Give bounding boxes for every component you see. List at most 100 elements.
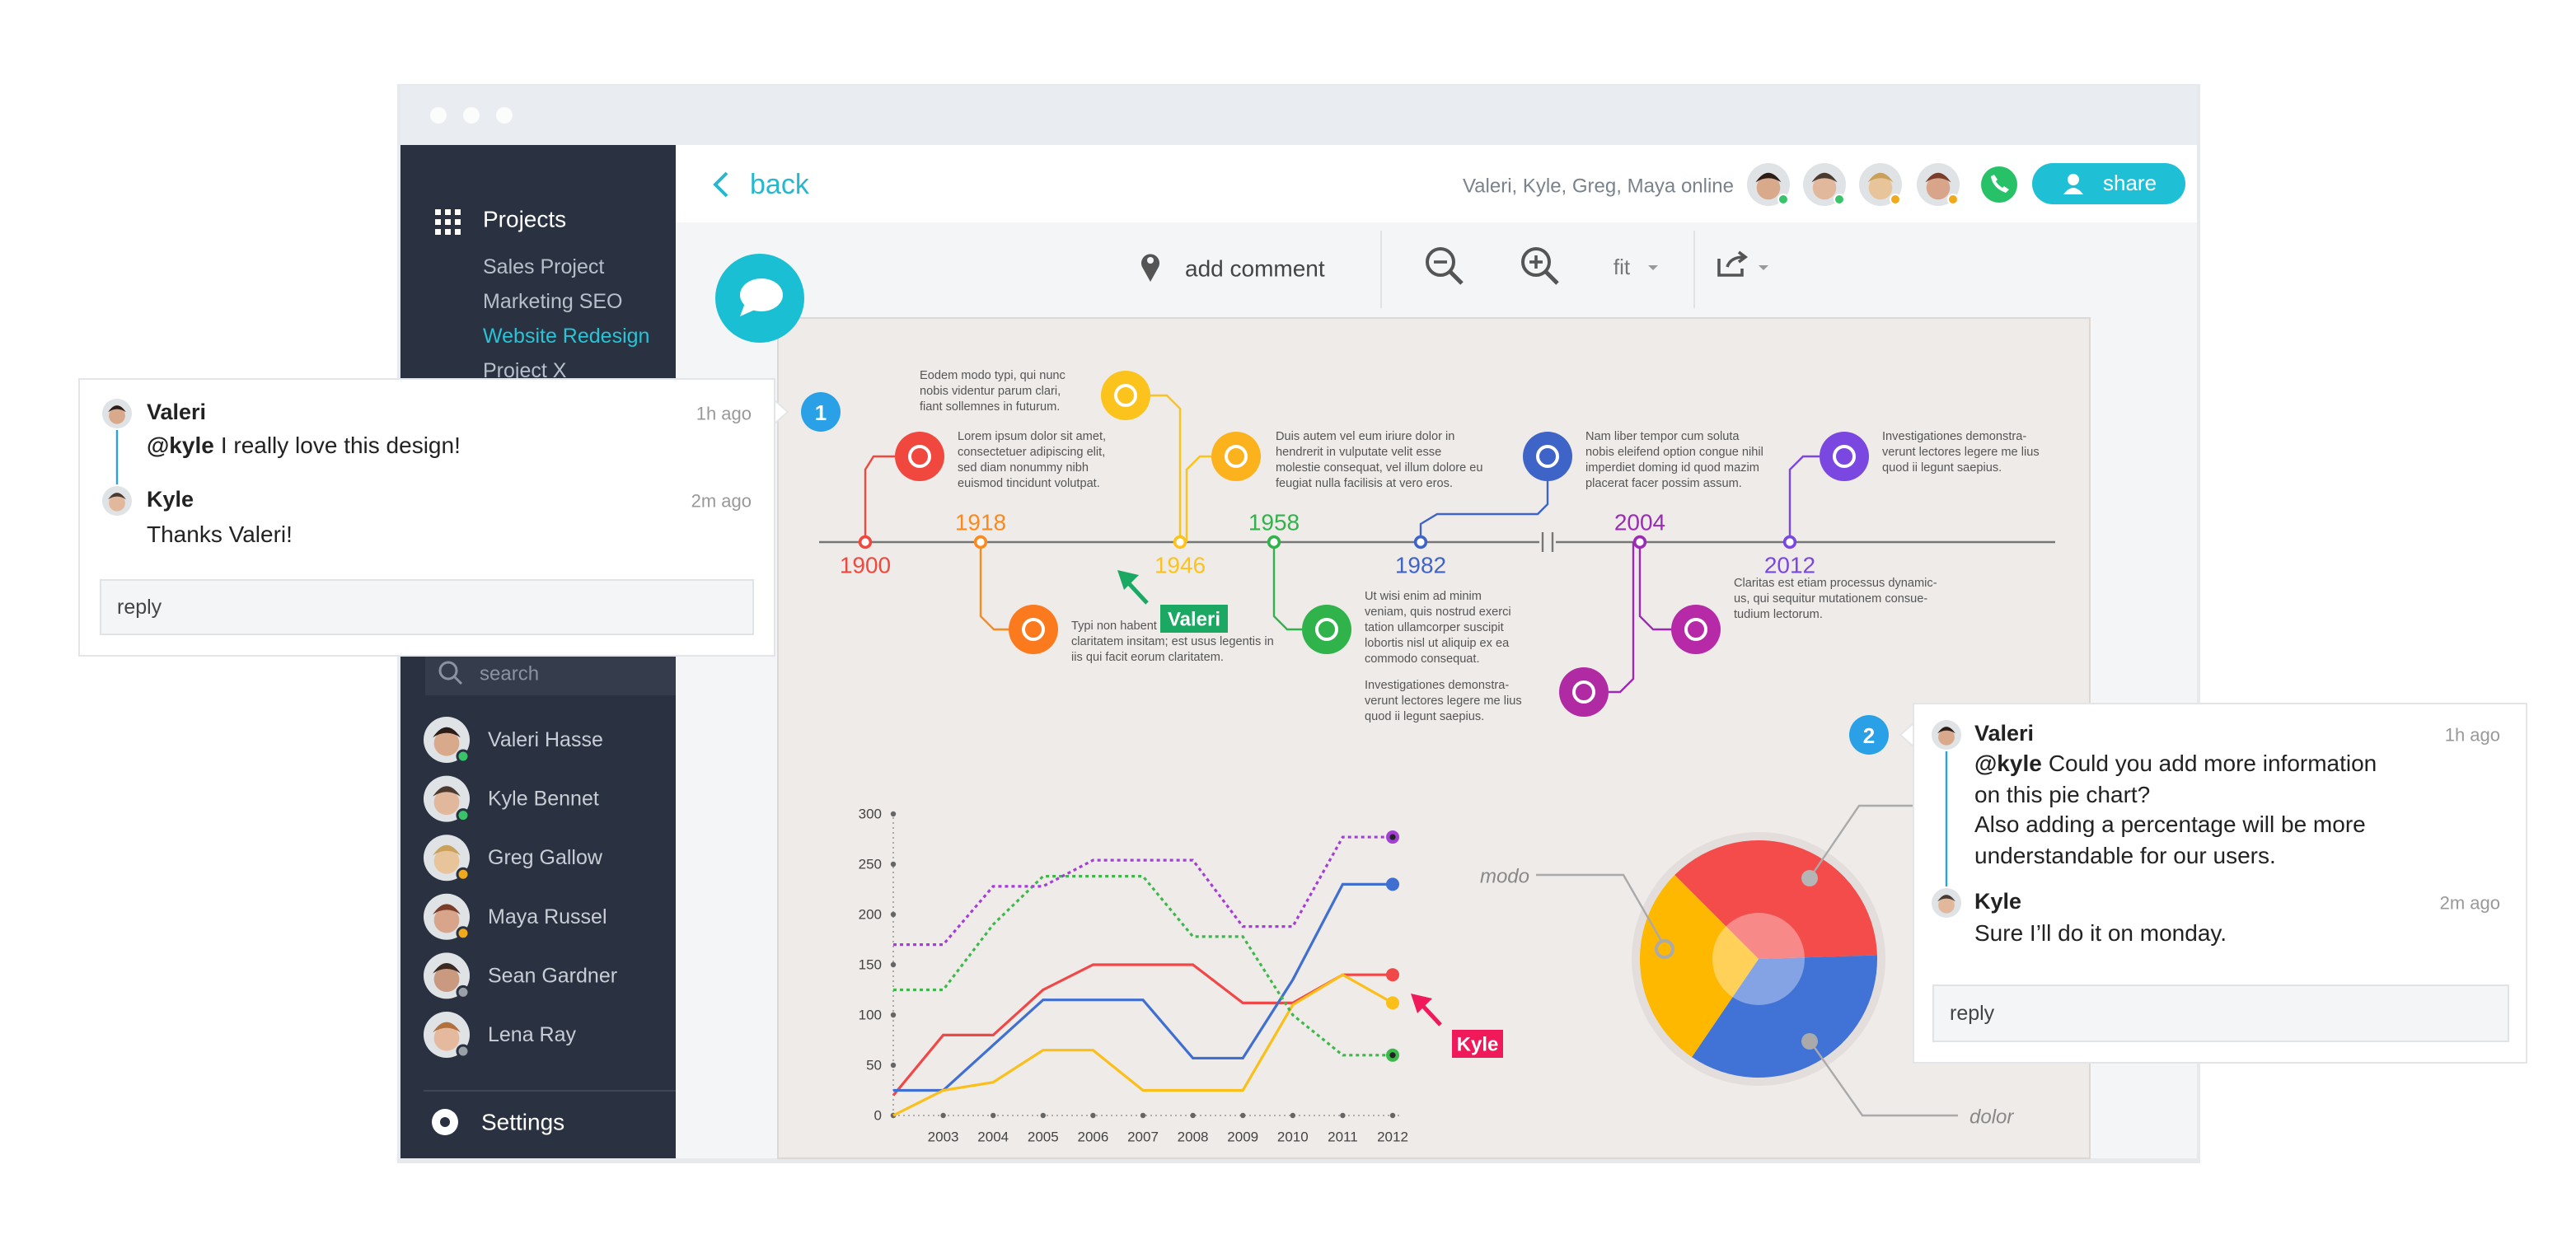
share-label[interactable]: share (2103, 171, 2157, 195)
x-tick-label: 2003 (928, 1129, 959, 1145)
grid-icon (445, 219, 451, 225)
pie-slice (1640, 875, 1759, 1058)
timeline-note: Eodem modo typi, qui nunc (920, 369, 1066, 382)
status-dot (456, 749, 471, 764)
call-button[interactable] (1981, 166, 2017, 203)
x-tick (991, 1112, 996, 1119)
comment-text: @kyle Could you add more information (1974, 751, 2377, 776)
y-tick-label: 0 (874, 1108, 882, 1124)
x-tick (1340, 1112, 1346, 1119)
search-icon (453, 676, 463, 685)
add-comment-button[interactable]: add comment (1185, 256, 1325, 282)
back-icon (713, 171, 728, 198)
reply-placeholder[interactable]: reply (117, 596, 162, 619)
line-end-marker-core (1389, 1052, 1396, 1059)
share-icon (2063, 188, 2083, 194)
timeline-note: hendrerit in vulputate velit esse (1276, 446, 1441, 459)
timeline-year: 1982 (1395, 553, 1446, 578)
status-dot (456, 867, 471, 882)
online-users: Valeri, Kyle, Greg, Maya online (1463, 175, 1734, 198)
project-link[interactable]: Marketing SEO (483, 290, 623, 313)
timeline-year: 1918 (955, 510, 1006, 535)
timeline-icon-glyph (1684, 618, 1707, 641)
x-tick-label: 2008 (1178, 1129, 1209, 1145)
comment-fab-icon (740, 278, 783, 311)
timeline-note: imperdiet doming id quod mazim (1585, 461, 1759, 475)
timeline-year: 1958 (1248, 510, 1300, 535)
grid-icon (445, 229, 451, 235)
timeline-icon-glyph (1833, 445, 1856, 468)
reply-box[interactable] (100, 579, 754, 635)
timeline-note: claritatem insitam; est usus legentis in (1071, 635, 1274, 648)
pie-annotation: dolor (1969, 1106, 2014, 1129)
timeline-marker (973, 535, 988, 549)
contact-name[interactable]: Lena Ray (488, 1023, 577, 1046)
timeline-note: Investigationes demonstra- (1365, 679, 1509, 692)
zoom-icon[interactable] (1426, 247, 1455, 277)
timeline-note: Duis autem vel eum iriure dolor in (1276, 430, 1454, 443)
cursor-tag (1452, 1030, 1503, 1058)
comment-text: Sure I’ll do it on monday. (1974, 920, 2227, 946)
comment-time: 2m ago (2440, 893, 2500, 914)
comment-author: Valeri (1974, 721, 2034, 746)
zoom-select[interactable]: fit (1614, 255, 1631, 279)
y-tick (890, 961, 897, 968)
pie-slice (1674, 840, 1877, 959)
timeline-connector (979, 542, 1009, 631)
project-link[interactable]: Website Redesign (483, 325, 649, 348)
timeline-connector (1638, 542, 1671, 631)
grid-icon (455, 209, 461, 215)
contact-name[interactable]: Valeri Hasse (488, 728, 603, 751)
mention: @kyle (147, 433, 214, 458)
x-tick-label: 2006 (1077, 1129, 1108, 1145)
contact-name[interactable]: Greg Gallow (488, 846, 603, 869)
caret (1759, 265, 1768, 270)
contact-name[interactable]: Maya Russel (488, 905, 607, 928)
timeline-marker (1632, 535, 1647, 549)
comment-time: 1h ago (696, 404, 752, 424)
status-dot (456, 808, 471, 823)
line-end-marker (1386, 877, 1399, 891)
comment-author: Valeri (147, 400, 206, 424)
pin-icon (1141, 254, 1159, 282)
avatar-hair (433, 1022, 461, 1033)
avatar-hair (1811, 172, 1838, 183)
avatar-hair (433, 963, 461, 974)
timeline-note: tudium lectorum. (1734, 608, 1823, 621)
grid-icon (445, 209, 451, 215)
contact-name[interactable]: Kyle Bennet (488, 788, 599, 811)
search-placeholder[interactable]: search (480, 663, 539, 685)
cursor-arrow (1411, 994, 1432, 1013)
pie-center (1712, 913, 1805, 1005)
avatar-hair (433, 727, 461, 738)
timeline-note: verunt lectores legere me lius (1882, 446, 2040, 459)
pin-hole (1147, 257, 1154, 264)
reply-placeholder[interactable]: reply (1950, 1002, 1995, 1025)
avatar-hair (433, 904, 461, 914)
timeline-note: Lorem ipsum dolor sit amet, (958, 430, 1106, 443)
timeline-note: quod ii legunt saepius. (1365, 710, 1484, 723)
contact-name[interactable]: Sean Gardner (488, 964, 617, 987)
search-box (425, 654, 676, 695)
zoom-icon[interactable] (1521, 247, 1551, 277)
timeline-note: Claritas est etiam processus dynamic- (1734, 577, 1937, 590)
timeline-icon-glyph (1114, 384, 1137, 407)
sidebar-title[interactable]: Projects (483, 207, 566, 232)
cursor-arrow (1117, 570, 1139, 590)
project-link[interactable]: Sales Project (483, 255, 604, 278)
timeline-note: verunt lectores legere me lius (1365, 694, 1522, 708)
pie-pointer (1655, 939, 1674, 959)
y-tick-label: 200 (859, 907, 882, 923)
cursor-label: Valeri (1168, 609, 1220, 631)
settings-link[interactable]: Settings (481, 1110, 564, 1135)
timeline-connector (1419, 481, 1549, 542)
back-link[interactable]: back (750, 169, 810, 200)
timeline-icon (895, 432, 944, 481)
comment-text: understandable for our users. (1974, 843, 2276, 868)
timeline-marker (1267, 535, 1281, 549)
avatar-face (433, 849, 460, 874)
timeline-icon (1302, 605, 1351, 654)
reply-box[interactable] (1932, 984, 2509, 1042)
timeline-note: commodo consequat. (1365, 652, 1480, 666)
timeline-icon (1523, 432, 1572, 481)
